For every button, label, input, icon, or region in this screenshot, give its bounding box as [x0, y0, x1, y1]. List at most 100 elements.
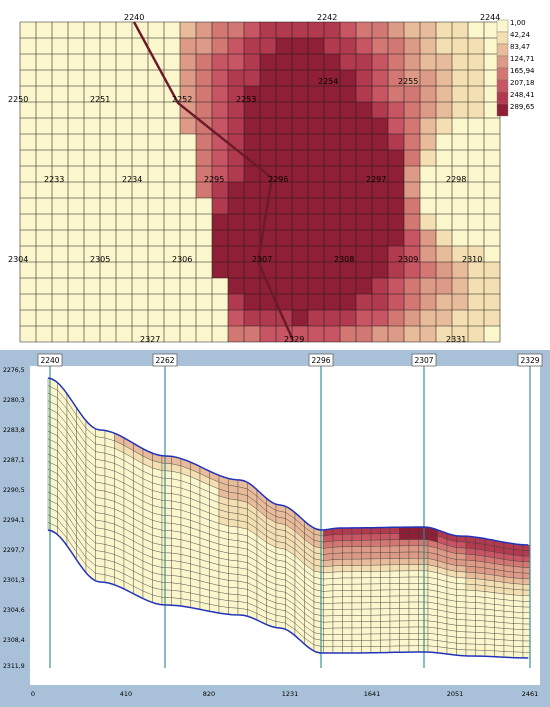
- map-cell: [164, 38, 180, 54]
- map-cell: [420, 230, 436, 246]
- layer-cell: [370, 552, 381, 560]
- well-header-2307: 2307: [411, 353, 437, 367]
- legend-swatch: [496, 79, 509, 93]
- map-cell: [132, 262, 148, 278]
- y-tick-label: 2301,3: [3, 577, 25, 584]
- layer-cell: [418, 551, 429, 559]
- map-cell: [340, 246, 356, 262]
- map-cell: [244, 22, 260, 38]
- layer-cell: [323, 646, 334, 654]
- map-cell: [228, 278, 244, 294]
- layer-cell: [484, 638, 495, 646]
- map-cell: [468, 230, 484, 246]
- map-cell: [484, 118, 500, 134]
- map-cell: [52, 246, 68, 262]
- map-cell: [404, 182, 420, 198]
- layer-cell: [389, 627, 400, 634]
- layer-cell: [484, 644, 495, 652]
- layer-cell: [370, 533, 381, 541]
- map-cell: [228, 326, 244, 342]
- map-cell: [276, 102, 292, 118]
- map-cell: [20, 262, 36, 278]
- map-cell: [116, 134, 132, 150]
- map-cell: [324, 86, 340, 102]
- map-cell: [84, 70, 100, 86]
- map-cell: [484, 294, 500, 310]
- map-cell: [324, 70, 340, 86]
- map-cell: [404, 310, 420, 326]
- map-cell: [100, 214, 116, 230]
- map-cell: [436, 310, 452, 326]
- map-cell: [100, 182, 116, 198]
- map-cell: [100, 294, 116, 310]
- legend-value: 289,65: [510, 103, 535, 111]
- well-label-2251: 2251: [90, 95, 110, 104]
- map-cell: [420, 278, 436, 294]
- map-cell: [52, 182, 68, 198]
- layer-cell: [380, 558, 391, 566]
- map-cell: [292, 214, 308, 230]
- x-tick-label: 0: [31, 690, 35, 698]
- layer-cell: [380, 552, 391, 559]
- map-cell: [452, 38, 468, 54]
- layer-cell: [332, 646, 343, 654]
- map-cell: [212, 310, 228, 326]
- layer-cell: [513, 589, 524, 596]
- well-label-2307: 2307: [252, 255, 272, 264]
- layer-cell: [399, 639, 410, 647]
- x-tick-label: 1231: [282, 690, 299, 698]
- layer-cell: [342, 534, 353, 541]
- layer-cell: [389, 583, 400, 591]
- map-cell: [484, 86, 500, 102]
- map-cell: [148, 86, 164, 102]
- map-cell: [388, 326, 404, 342]
- map-cell: [372, 294, 388, 310]
- layer-cell: [465, 541, 476, 550]
- map-cell: [388, 150, 404, 166]
- layer-cell: [475, 626, 486, 633]
- layer-cell: [361, 583, 372, 591]
- map-cell: [436, 294, 452, 310]
- layer-cell: [351, 571, 362, 579]
- layer-cell: [494, 644, 505, 652]
- well-label-2244: 2244: [480, 13, 500, 22]
- map-cell: [340, 86, 356, 102]
- layer-cell: [370, 527, 381, 535]
- map-cell: [308, 54, 324, 70]
- map-cell: [404, 166, 420, 182]
- well-headers: 2240 2262 2296 2307 2329: [37, 353, 543, 367]
- layer-cell: [522, 550, 531, 557]
- map-cell: [212, 102, 228, 118]
- map-cell: [452, 278, 468, 294]
- cross-section: 2240 2262 2296 2307 2329 2276,5 2280,3 2…: [0, 350, 550, 707]
- map-cell: [388, 54, 404, 70]
- x-tick-label: 1641: [364, 690, 381, 698]
- map-cell: [36, 22, 52, 38]
- layer-cell: [361, 571, 372, 579]
- map-cell: [20, 70, 36, 86]
- layer-cell: [342, 565, 353, 572]
- layer-cell: [171, 590, 182, 599]
- map-cell: [52, 22, 68, 38]
- layer-cell: [503, 639, 514, 647]
- map-cell: [212, 294, 228, 310]
- layer-cell: [161, 492, 172, 502]
- map-cell: [132, 54, 148, 70]
- map-cell: [324, 310, 340, 326]
- map-cell: [324, 150, 340, 166]
- map-cell: [420, 326, 436, 342]
- layer-cell: [370, 621, 381, 628]
- layer-cell: [351, 608, 362, 616]
- legend-swatches: [496, 19, 509, 117]
- x-tick-label: 2051: [447, 690, 464, 698]
- map-cell: [84, 326, 100, 342]
- layer-cell: [389, 577, 400, 584]
- layer-cell: [522, 646, 531, 653]
- map-cell: [452, 262, 468, 278]
- map-cell: [356, 86, 372, 102]
- layer-cell: [228, 580, 239, 589]
- map-cell: [36, 70, 52, 86]
- legend-value: 207,18: [510, 79, 535, 87]
- map-cell: [372, 86, 388, 102]
- layer-cell: [161, 507, 172, 517]
